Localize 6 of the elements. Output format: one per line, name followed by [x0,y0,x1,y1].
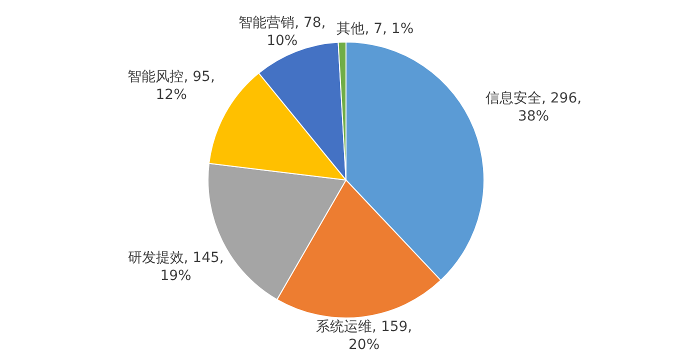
slice-label: 系统运维, 159, 20% [316,319,412,354]
slice-label: 其他, 7, 1% [336,20,414,37]
slice-label: 智能营销, 78, 10% [238,15,326,49]
slice-label: 研发提效, 145, 19% [128,250,224,284]
slice-label: 信息安全, 296, 38% [485,90,582,124]
slice-label: 智能风控, 95, 12% [128,68,215,103]
